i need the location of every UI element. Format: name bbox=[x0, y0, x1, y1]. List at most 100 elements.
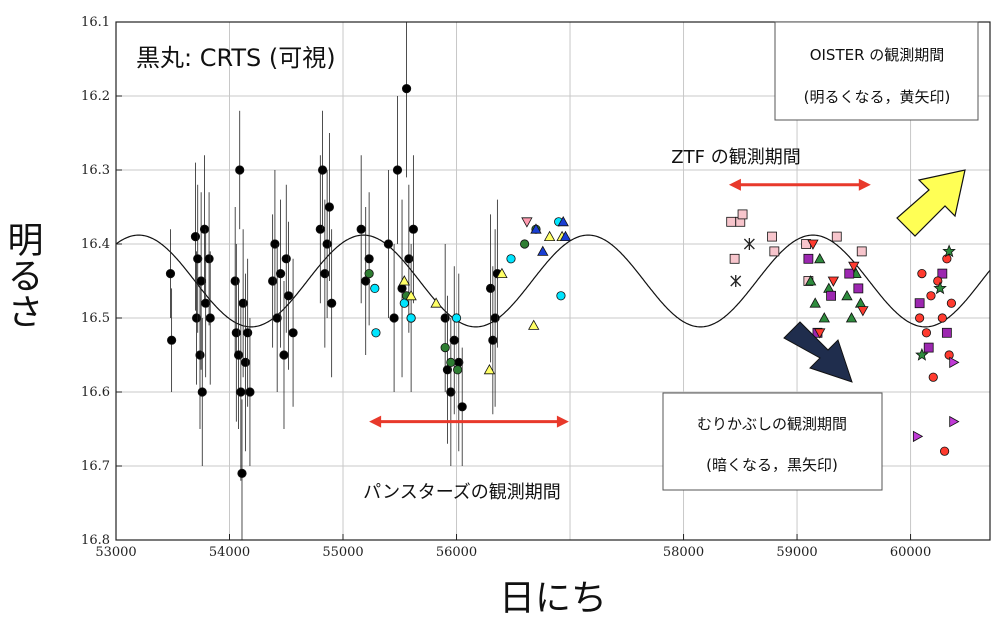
data-point-series-11 bbox=[915, 313, 925, 323]
data-point-series-0 bbox=[240, 357, 250, 367]
data-point-series-3 bbox=[430, 297, 442, 308]
model-curve-layer bbox=[116, 234, 990, 328]
data-point-series-0 bbox=[454, 357, 464, 367]
data-point-series-3 bbox=[398, 275, 410, 286]
data-point-series-0 bbox=[404, 254, 414, 264]
data-point-series-2 bbox=[371, 328, 381, 338]
data-point-series-9 bbox=[937, 268, 948, 279]
data-point-series-10 bbox=[857, 306, 869, 317]
data-point-series-9 bbox=[844, 268, 855, 279]
data-point-series-2 bbox=[506, 254, 516, 264]
data-point-series-0 bbox=[408, 224, 418, 234]
data-point-series-11 bbox=[939, 446, 950, 456]
panstarrs-label: パンスターズの観測期間 bbox=[363, 482, 561, 503]
data-point-series-2 bbox=[556, 291, 566, 301]
data-point-series-13 bbox=[942, 244, 956, 258]
data-point-series-0 bbox=[233, 350, 244, 360]
data-point-series-9 bbox=[914, 298, 925, 309]
data-point-series-2 bbox=[451, 313, 462, 323]
data-point-series-0 bbox=[485, 283, 496, 293]
data-point-series-0 bbox=[190, 232, 201, 242]
data-point-series-4 bbox=[537, 245, 549, 256]
data-point-series-0 bbox=[389, 313, 399, 323]
data-point-series-12 bbox=[949, 415, 960, 428]
data-point-series-0 bbox=[191, 313, 202, 323]
data-point-series-0 bbox=[446, 387, 456, 397]
data-point-series-0 bbox=[167, 335, 177, 345]
oister-box-line1: OISTER の観測期間 bbox=[810, 46, 945, 64]
data-point-series-0 bbox=[457, 402, 467, 412]
ztf-label: ZTF の観測期間 bbox=[671, 147, 800, 168]
data-point-series-0 bbox=[322, 239, 332, 249]
data-point-series-10 bbox=[827, 276, 840, 287]
x-tick-label: 60000 bbox=[890, 545, 931, 560]
plot-frame bbox=[115, 21, 991, 541]
oister-box-line2: (明るくなる，黄矢印) bbox=[804, 88, 951, 106]
data-point-series-0 bbox=[324, 202, 334, 212]
data-point-series-8 bbox=[804, 275, 817, 286]
data-point-series-10 bbox=[807, 239, 819, 250]
data-point-series-0 bbox=[272, 313, 282, 323]
data-point-series-0 bbox=[270, 239, 280, 249]
data-point-series-0 bbox=[204, 254, 214, 264]
x-tick-label: 55000 bbox=[322, 545, 363, 560]
data-point-series-11 bbox=[937, 313, 947, 323]
range-arrow-head-left bbox=[728, 178, 741, 191]
data-point-series-0 bbox=[401, 84, 412, 94]
data-point-series-7 bbox=[743, 238, 755, 250]
data-point-series-0 bbox=[288, 328, 298, 338]
tick-labels-layer: 53000 54000 55000 56000 58000 59000 60000 16.1 1… bbox=[81, 15, 931, 560]
data-point-series-0 bbox=[315, 224, 325, 234]
ztf-range-arrow bbox=[728, 178, 871, 191]
data-point-series-0 bbox=[383, 239, 394, 249]
data-point-series-0 bbox=[364, 254, 374, 264]
data-point-series-13 bbox=[933, 281, 947, 295]
data-point-series-9 bbox=[853, 283, 864, 294]
data-point-series-0 bbox=[230, 276, 240, 286]
data-point-series-3 bbox=[483, 363, 496, 375]
data-point-series-1 bbox=[440, 342, 450, 353]
data-point-series-0 bbox=[201, 298, 211, 308]
y-axis-title-text: 明るさ bbox=[2, 221, 43, 329]
data-point-series-12 bbox=[949, 356, 960, 369]
data-point-series-0 bbox=[199, 224, 210, 234]
range-arrow-head-right bbox=[556, 415, 569, 428]
data-point-series-0 bbox=[245, 387, 255, 397]
data-point-series-8 bbox=[818, 312, 830, 323]
oister-box bbox=[774, 21, 979, 121]
data-point-series-0 bbox=[281, 254, 291, 264]
data-point-series-6 bbox=[831, 231, 842, 242]
data-point-series-12 bbox=[912, 430, 924, 443]
x-tick-label: 56000 bbox=[436, 545, 477, 560]
data-point-series-11 bbox=[928, 372, 938, 382]
data-point-series-0 bbox=[275, 268, 286, 279]
data-point-series-0 bbox=[235, 165, 245, 175]
data-point-series-11 bbox=[946, 298, 957, 308]
data-point-series-0 bbox=[440, 313, 450, 323]
data-point-series-2 bbox=[399, 298, 409, 308]
data-point-series-0 bbox=[197, 387, 207, 397]
brightening-arrow-icon bbox=[896, 169, 966, 237]
data-point-series-7 bbox=[730, 275, 742, 287]
data-point-series-2 bbox=[370, 283, 380, 293]
data-point-series-11 bbox=[926, 291, 936, 301]
muri-box-line1: むりかぶしの観測期間 bbox=[697, 415, 847, 433]
data-point-series-0 bbox=[488, 335, 498, 345]
data-point-series-0 bbox=[317, 165, 328, 175]
data-point-series-0 bbox=[449, 335, 459, 345]
data-points-layer bbox=[165, 22, 960, 540]
x-tick-label: 58000 bbox=[663, 545, 704, 560]
data-point-series-0 bbox=[238, 298, 248, 308]
data-point-series-8 bbox=[814, 252, 826, 264]
data-point-series-1 bbox=[446, 357, 456, 367]
data-point-series-4 bbox=[559, 230, 572, 242]
y-tick-label: 16.7 bbox=[81, 459, 110, 474]
y-tick-label: 16.5 bbox=[81, 311, 110, 326]
data-point-series-3 bbox=[528, 319, 540, 330]
data-point-series-0 bbox=[196, 276, 206, 286]
data-point-series-0 bbox=[397, 283, 407, 293]
data-point-series-3 bbox=[543, 230, 556, 242]
x-tick-label: 54000 bbox=[209, 545, 250, 560]
x-tick-label: 53000 bbox=[95, 545, 136, 560]
